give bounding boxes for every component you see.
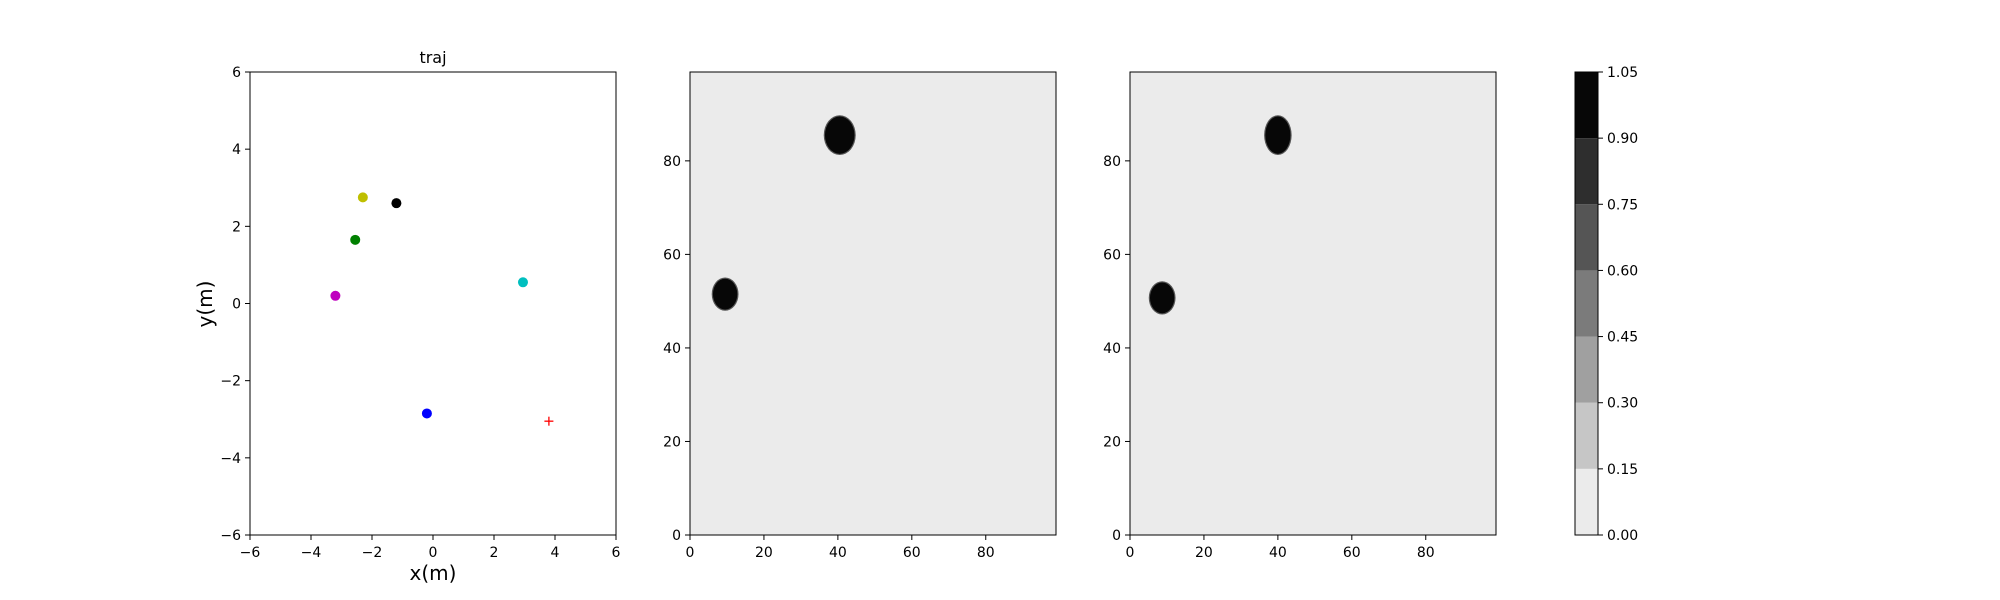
colorbar-tick-label: 0.45 [1607,330,1638,346]
traj-title: traj [419,48,446,67]
colorbar-band [1575,336,1598,403]
x-tick-label: 0 [686,545,695,561]
heatmap-1-x-ticks: 0 20 40 60 80 [686,535,995,561]
scatter-point [357,192,368,203]
y-tick-label: 60 [663,247,681,263]
x-tick-label: 4 [551,545,560,561]
traj-scatter-panel: −6 −4 −2 0 2 4 6 −6 −4 −2 0 2 4 6 traj x(m) y(m) [193,48,621,585]
y-tick-label: 60 [1103,247,1121,263]
traj-points [330,192,554,426]
colorbar-tick-label: 0.60 [1607,263,1638,279]
colorbar-tick-label: 0.30 [1607,396,1638,412]
heatmap-2-blobs [1148,115,1292,315]
x-tick-label: 60 [1343,545,1361,561]
traj-x-axis-label: x(m) [410,561,457,585]
x-tick-label: 2 [490,545,499,561]
x-tick-label: 80 [977,545,995,561]
x-tick-label: −4 [301,545,322,561]
heatmap-blob [824,116,855,154]
traj-y-ticks: −6 −4 −2 0 2 4 6 [220,65,250,544]
y-tick-label: 20 [663,434,681,450]
heatmap-blob [712,278,738,310]
y-tick-label: 0 [672,528,681,544]
heatmap-1-blobs [711,115,856,311]
x-tick-label: 20 [755,545,773,561]
y-tick-label: 20 [1103,434,1121,450]
colorbar: 0.00 0.15 0.30 0.45 0.60 0.75 0.90 1.05 [1574,65,1638,544]
y-tick-label: 80 [1103,154,1121,170]
y-tick-label: 40 [663,341,681,357]
colorbar-tick-label: 0.00 [1607,528,1638,544]
colorbar-band [1575,270,1598,337]
scatter-point-plus [544,416,554,426]
heatmap-2-x-ticks: 0 20 40 60 80 [1126,535,1435,561]
y-tick-label: 0 [232,297,241,313]
traj-x-ticks: −6 −4 −2 0 2 4 6 [240,535,621,561]
traj-plot-area [249,71,617,536]
scatter-point [350,234,361,245]
x-tick-label: 80 [1417,545,1435,561]
y-tick-label: 80 [663,154,681,170]
heatmap-1-plot-area [690,72,1056,535]
y-tick-label: −6 [220,528,241,544]
colorbar-band [1575,204,1598,271]
x-tick-label: 60 [903,545,921,561]
y-tick-label: −4 [220,451,241,467]
heatmap-2-border [1129,71,1497,536]
heatmap-2-plot-area [1130,72,1496,535]
colorbar-tick-label: 0.75 [1607,197,1638,213]
y-tick-label: 0 [1112,528,1121,544]
colorbar-band [1575,138,1598,205]
scatter-point [330,290,341,301]
colorbar-tick-label: 1.05 [1607,65,1638,81]
y-tick-label: 6 [232,65,241,81]
x-tick-label: 0 [429,545,438,561]
x-tick-label: 40 [829,545,847,561]
heatmap-2-y-ticks: 0 20 40 60 80 [1103,154,1130,544]
traj-y-axis-label: y(m) [193,281,217,328]
heatmap-blob [1149,282,1175,314]
scatter-point [391,198,402,209]
y-tick-label: 2 [232,219,241,235]
colorbar-band [1575,402,1598,469]
y-tick-label: −2 [220,374,241,390]
heatmap-panel-2: 0 20 40 60 80 0 20 40 60 80 [1103,71,1497,561]
heatmap-panel-1: 0 20 40 60 80 0 20 40 60 80 [663,71,1057,561]
heatmap-1-y-ticks: 0 20 40 60 80 [663,154,690,544]
x-tick-label: 0 [1126,545,1135,561]
scatter-point [517,277,528,288]
colorbar-band [1575,72,1598,139]
colorbar-bands [1575,72,1598,535]
x-tick-label: −2 [362,545,383,561]
scatter-point [421,408,432,419]
colorbar-band [1575,468,1598,535]
colorbar-tick-label: 0.90 [1607,131,1638,147]
y-tick-label: 40 [1103,341,1121,357]
y-tick-label: 4 [232,142,241,158]
x-tick-label: 20 [1195,545,1213,561]
x-tick-label: −6 [240,545,261,561]
x-tick-label: 6 [612,545,621,561]
x-tick-label: 40 [1269,545,1287,561]
colorbar-ticks: 0.00 0.15 0.30 0.45 0.60 0.75 0.90 1.05 [1598,65,1638,544]
heatmap-1-border [689,71,1057,536]
colorbar-border [1574,71,1599,536]
heatmap-blob [1265,116,1291,154]
colorbar-tick-label: 0.15 [1607,462,1638,478]
